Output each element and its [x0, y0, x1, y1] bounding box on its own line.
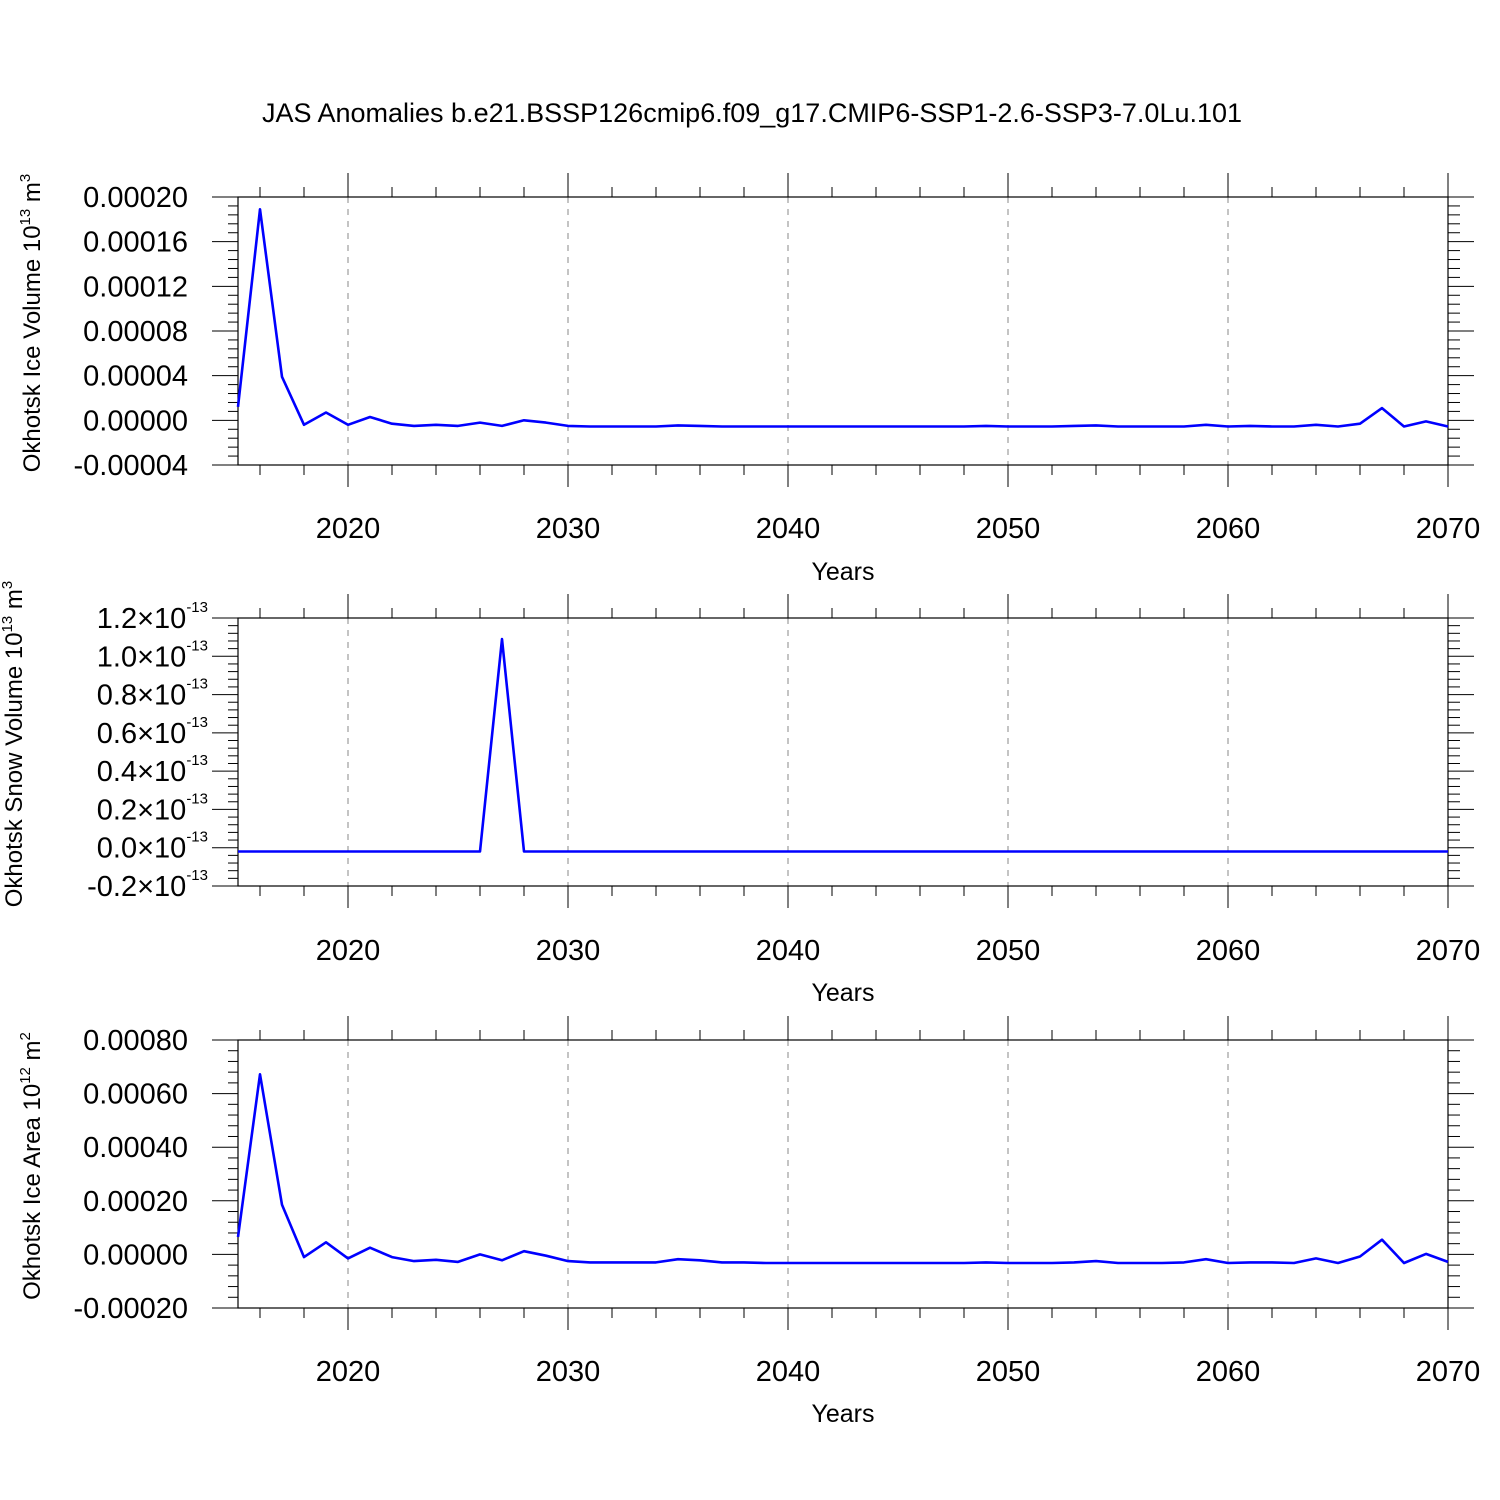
y-axis-label: Okhotsk Ice Volume 1013 m3: [17, 174, 46, 473]
x-axis-label: Years: [811, 558, 874, 586]
y-axis-label: Okhotsk Ice Area 1012 m2: [17, 1032, 46, 1300]
y-axis-label: Okhotsk Snow Volume 1013 m3: [0, 581, 28, 908]
y-tick-label: 0.00000: [83, 1239, 188, 1271]
y-tick-exponent: -13: [186, 599, 208, 616]
y-tick-exponent: -13: [186, 637, 208, 654]
y-label-unit: m: [19, 182, 46, 209]
x-tick-label: 2060: [1196, 513, 1261, 545]
y-label-unit: m: [19, 1040, 46, 1067]
x-tick-label: 2030: [536, 513, 601, 545]
x-tick-label: 2040: [756, 935, 821, 967]
figure-title: JAS Anomalies b.e21.BSSP126cmip6.f09_g17…: [262, 98, 1242, 128]
x-tick-label: 2020: [316, 1356, 381, 1388]
y-tick-exponent: -13: [186, 676, 208, 693]
y-tick-times-ten: ×10: [137, 756, 186, 788]
y-tick-label: 0.00008: [83, 316, 188, 348]
y-tick-label: 0.4×10-13: [97, 752, 208, 788]
y-tick-label: 0.00004: [83, 361, 188, 393]
x-tick-label: 2040: [756, 513, 821, 545]
x-tick-label: 2060: [1196, 1356, 1261, 1388]
y-tick-label: 0.00012: [83, 271, 188, 303]
y-label-exponent: 13: [17, 209, 34, 226]
y-tick-label: -0.00020: [74, 1293, 189, 1325]
chart-panel-2: 2020 2030 2040 2050 2060 2070-0.2×10-130.0×10…: [0, 581, 1480, 1007]
y-tick-exponent: -13: [186, 867, 208, 884]
y-label-unit-exponent: 3: [0, 581, 16, 589]
y-tick-times-ten: ×10: [137, 680, 186, 712]
y-label-exponent: 13: [0, 616, 16, 633]
x-tick-label: 2070: [1416, 513, 1481, 545]
y-tick-label: 0.00060: [83, 1079, 188, 1111]
x-tick-label: 2040: [756, 1356, 821, 1388]
y-tick-times-ten: ×10: [137, 833, 186, 865]
y-tick-label: 0.2×10-13: [97, 790, 208, 826]
x-tick-label: 2030: [536, 935, 601, 967]
y-tick-mantissa: -0.2: [87, 871, 137, 903]
y-tick-label: 0.8×10-13: [97, 676, 208, 712]
y-tick-mantissa: 0.6: [97, 718, 137, 750]
series-line-1: [238, 637, 1448, 853]
y-tick-label: 1.0×10-13: [97, 637, 208, 673]
panels: 2020 2030 2040 2050 2060 2070 -0.00004 0.00000 0…: [0, 173, 1480, 1428]
x-tick-label: 2050: [976, 513, 1041, 545]
y-label-unit-exponent: 2: [17, 1032, 34, 1040]
x-tick-label: 2030: [536, 1356, 601, 1388]
x-tick-label: 2050: [976, 1356, 1041, 1388]
chart-panel-1: 2020 2030 2040 2050 2060 2070 -0.00004 0.00000 0…: [17, 173, 1480, 586]
x-tick-label: 2070: [1416, 935, 1481, 967]
y-tick-times-ten: ×10: [137, 603, 186, 635]
plot-frame: [237, 617, 1449, 887]
y-tick-times-ten: ×10: [137, 871, 186, 903]
y-tick-times-ten: ×10: [137, 718, 186, 750]
y-tick-label: -0.00004: [74, 450, 189, 482]
y-tick-mantissa: 0.8: [97, 680, 137, 712]
y-label-text: Okhotsk Ice Volume 10: [19, 225, 46, 472]
y-tick-label: -0.2×10-13: [87, 867, 208, 903]
y-tick-exponent: -13: [186, 714, 208, 731]
y-tick-mantissa: 1.0: [97, 641, 137, 673]
y-tick-exponent: -13: [186, 829, 208, 846]
y-tick-label: 1.2×10-13: [97, 599, 208, 635]
series-line-1: [236, 208, 1449, 428]
y-tick-mantissa: 0.4: [97, 756, 137, 788]
y-tick-label: 0.00016: [83, 227, 188, 259]
x-tick-label: 2070: [1416, 1356, 1481, 1388]
series-line-1: [236, 1073, 1449, 1265]
x-axis-label: Years: [811, 1400, 874, 1428]
y-tick-label: 0.00000: [83, 405, 188, 437]
y-tick-label: 0.6×10-13: [97, 714, 208, 750]
x-tick-label: 2020: [316, 513, 381, 545]
y-label-unit-exponent: 3: [17, 174, 34, 182]
x-axis-label: Years: [811, 979, 874, 1007]
y-tick-mantissa: 1.2: [97, 603, 137, 635]
x-tick-label: 2060: [1196, 935, 1261, 967]
plot-frame: [237, 1039, 1449, 1309]
y-tick-label: 0.00040: [83, 1132, 188, 1164]
y-label-text: Okhotsk Ice Area 10: [19, 1084, 46, 1300]
y-tick-label: 0.00020: [83, 182, 188, 214]
y-tick-times-ten: ×10: [137, 641, 186, 673]
y-tick-label: 0.00080: [83, 1025, 188, 1057]
chart-panel-3: 2020 2030 2040 2050 2060 2070 -0.00020 0.00000 0…: [17, 1016, 1480, 1428]
y-tick-exponent: -13: [186, 752, 208, 769]
x-tick-label: 2020: [316, 935, 381, 967]
y-tick-exponent: -13: [186, 790, 208, 807]
x-tick-label: 2050: [976, 935, 1041, 967]
y-label-text: Okhotsk Snow Volume 10: [1, 632, 28, 907]
y-tick-times-ten: ×10: [137, 794, 186, 826]
y-label-exponent: 12: [17, 1067, 34, 1084]
y-tick-label: 0.00020: [83, 1186, 188, 1218]
y-label-unit: m: [1, 589, 28, 616]
y-tick-mantissa: 0.0: [97, 833, 137, 865]
y-tick-label: 0.0×10-13: [97, 829, 208, 865]
y-tick-mantissa: 0.2: [97, 794, 137, 826]
